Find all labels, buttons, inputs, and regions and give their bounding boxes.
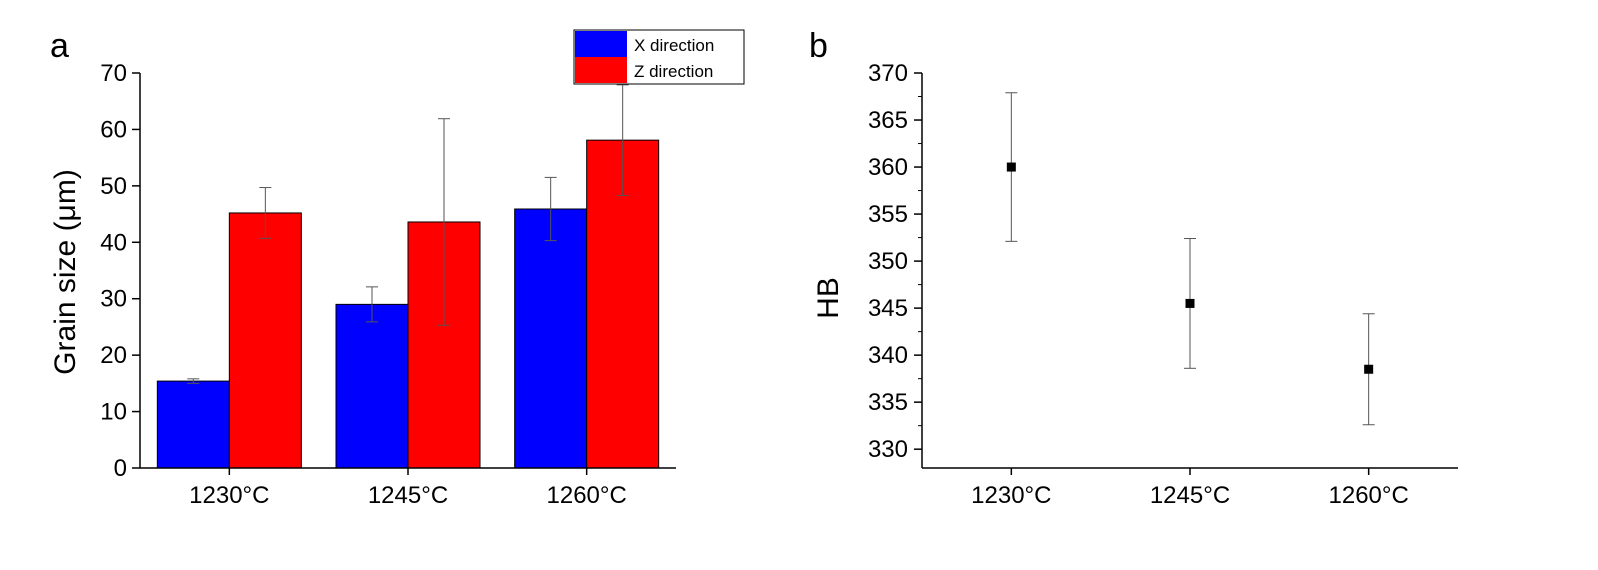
y-tick-label-a: 40 bbox=[100, 229, 127, 256]
y-tick-label-b: 350 bbox=[868, 248, 908, 275]
legend: X direction Z direction bbox=[573, 29, 745, 85]
error-bar-x-direction-1245-c bbox=[366, 286, 378, 323]
x-tick-label-a: 1260°C bbox=[547, 482, 627, 509]
y-tick-label-a: 30 bbox=[100, 286, 127, 313]
panel-label-a: a bbox=[50, 27, 69, 65]
panel-label-b: b bbox=[809, 27, 828, 65]
grain-size-bar-chart: a Grain size (μm) 0 10 20 30 40 50 60 70 1230°C… bbox=[49, 27, 745, 509]
data-point-hb-1245-c bbox=[1185, 298, 1195, 308]
x-tick-label-b: 1260°C bbox=[1329, 482, 1409, 509]
error-bar-z-direction-1230-c bbox=[259, 187, 272, 239]
y-tick-label-b: 345 bbox=[868, 295, 908, 322]
y-tick-label-b: 365 bbox=[868, 107, 908, 134]
legend-swatch-x-direction bbox=[575, 31, 627, 57]
data-point-hb-1230-c bbox=[1006, 162, 1016, 172]
y-axis-label-b: HB bbox=[812, 277, 845, 319]
y-tick-label-a: 70 bbox=[100, 60, 127, 87]
y-tick-label-b: 355 bbox=[868, 201, 908, 228]
x-tick-label-b: 1230°C bbox=[971, 482, 1051, 509]
bar-x-direction-1245-c bbox=[335, 303, 409, 469]
bar-x-direction-1260-c bbox=[514, 208, 588, 469]
x-tick-label-b: 1245°C bbox=[1150, 482, 1230, 509]
bar-z-direction-1230-c bbox=[228, 212, 302, 469]
y-tick-label-b: 370 bbox=[868, 60, 908, 87]
y-tick-label-b: 360 bbox=[868, 154, 908, 181]
x-tick-label-a: 1230°C bbox=[189, 482, 269, 509]
y-tick-label-a: 20 bbox=[100, 342, 127, 369]
y-tick-label-a: 50 bbox=[100, 173, 127, 200]
error-bar-z-direction-1245-c bbox=[438, 118, 450, 326]
bar-x-direction-1230-c bbox=[156, 380, 230, 469]
legend-swatch-z-direction bbox=[575, 57, 627, 83]
error-bar-z-direction-1260-c bbox=[616, 84, 629, 196]
data-point-hb-1260-c bbox=[1364, 364, 1374, 374]
y-axis-label-a: Grain size (μm) bbox=[49, 169, 82, 375]
y-tick-label-a: 0 bbox=[114, 455, 127, 482]
y-tick-label-a: 10 bbox=[100, 399, 127, 426]
y-tick-label-b: 330 bbox=[868, 436, 908, 463]
x-tick-label-a: 1245°C bbox=[368, 482, 448, 509]
y-tick-label-b: 340 bbox=[868, 342, 908, 369]
error-bar-x-direction-1230-c bbox=[187, 378, 200, 384]
legend-label-z-direction: Z direction bbox=[634, 62, 713, 81]
error-bar-x-direction-1260-c bbox=[544, 176, 557, 242]
y-tick-label-b: 335 bbox=[868, 389, 908, 416]
hardness-scatter-chart: b HB 330 335 340 345 350 355 360 365 370 1230°C 1… bbox=[809, 27, 1458, 509]
legend-label-x-direction: X direction bbox=[634, 36, 714, 55]
y-tick-label-a: 60 bbox=[100, 116, 127, 143]
